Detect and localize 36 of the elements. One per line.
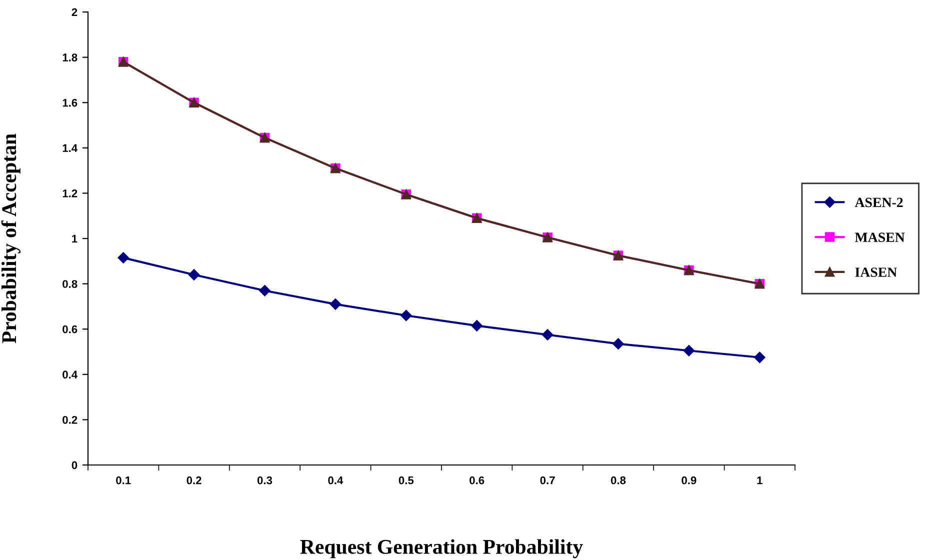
point bbox=[542, 329, 554, 340]
y-tick-label: 1.8 bbox=[62, 54, 78, 62]
y-tick-label: 0.2 bbox=[62, 416, 78, 424]
x-tick-label: 0.6 bbox=[470, 476, 484, 484]
legend-label: ASEN-2 bbox=[854, 198, 903, 208]
x-tick-label: 0.9 bbox=[682, 476, 696, 484]
point bbox=[683, 345, 695, 356]
point bbox=[188, 269, 200, 280]
x-tick-label: 0.3 bbox=[257, 476, 272, 484]
y-tick-label: 1.4 bbox=[62, 144, 78, 152]
x-tick-label: 0.7 bbox=[540, 476, 555, 484]
y-tick-label: 0.8 bbox=[62, 280, 78, 288]
legend-label: IASEN bbox=[855, 268, 897, 277]
point bbox=[118, 252, 129, 264]
y-tick-label: 0 bbox=[72, 461, 78, 470]
y-tick-label: 2 bbox=[72, 8, 78, 16]
y-tick-label: 0.6 bbox=[62, 325, 78, 334]
y-tick-label: 1 bbox=[72, 234, 78, 243]
y-tick-label: 1.6 bbox=[62, 98, 78, 107]
point bbox=[259, 284, 270, 296]
point bbox=[471, 320, 482, 332]
x-tick-label: 0.8 bbox=[610, 476, 626, 484]
point bbox=[400, 310, 412, 322]
x-tick-label: 0.2 bbox=[186, 476, 202, 484]
x-tick-label: 0.4 bbox=[328, 476, 344, 484]
legend-label: MASEN bbox=[854, 232, 905, 242]
point bbox=[612, 338, 624, 350]
x-tick-label: 1 bbox=[757, 476, 762, 484]
x-tick-label: 0.5 bbox=[398, 476, 414, 484]
point bbox=[754, 352, 766, 364]
x-tick-label: 0.1 bbox=[116, 476, 131, 484]
y-tick-label: 1.2 bbox=[62, 189, 78, 198]
x-axis-title: Request Generation Probability bbox=[300, 539, 583, 558]
point bbox=[330, 298, 342, 310]
y-axis-title: Probability of Acceptan bbox=[1, 134, 20, 344]
y-tick-label: 0.4 bbox=[62, 370, 78, 379]
